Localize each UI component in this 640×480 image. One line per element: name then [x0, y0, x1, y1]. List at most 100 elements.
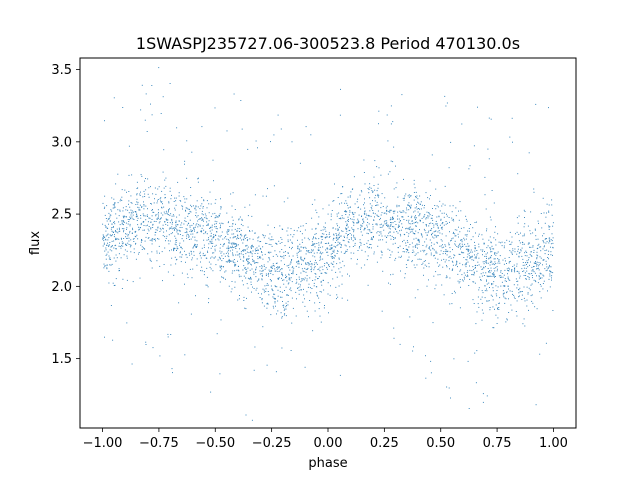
data-point	[491, 295, 493, 297]
data-point	[232, 237, 234, 239]
data-point	[364, 228, 366, 230]
data-point	[513, 284, 515, 286]
data-point	[118, 215, 120, 217]
data-point	[484, 290, 486, 292]
data-point	[376, 224, 378, 226]
data-point	[523, 243, 525, 245]
data-point	[267, 273, 269, 275]
data-point	[371, 205, 373, 207]
data-point	[311, 217, 313, 219]
data-point	[152, 347, 154, 349]
data-point	[246, 244, 248, 246]
data-point	[374, 197, 376, 199]
data-point	[211, 229, 213, 231]
data-point	[330, 253, 332, 255]
data-point	[323, 226, 325, 228]
data-point	[530, 251, 532, 253]
data-point	[202, 254, 204, 256]
data-point	[394, 259, 396, 261]
data-point	[365, 213, 367, 215]
data-point	[346, 202, 348, 204]
data-point	[486, 279, 487, 281]
data-point	[170, 233, 172, 235]
data-point	[243, 296, 245, 298]
data-point	[205, 231, 207, 233]
data-point	[520, 249, 522, 251]
data-point	[268, 243, 270, 245]
data-point	[134, 231, 136, 233]
data-point	[259, 257, 260, 259]
data-point	[254, 248, 256, 250]
data-point	[112, 339, 114, 341]
data-point	[510, 243, 512, 245]
data-point	[369, 230, 371, 232]
data-point	[432, 208, 433, 209]
data-point	[118, 238, 120, 240]
data-point	[339, 374, 341, 376]
data-point	[186, 177, 188, 179]
data-point	[411, 220, 413, 222]
data-point	[227, 248, 229, 250]
data-point	[388, 282, 389, 284]
data-point	[295, 291, 297, 293]
data-point	[227, 251, 229, 253]
data-point	[436, 241, 438, 243]
data-point	[337, 197, 339, 198]
data-point	[382, 225, 384, 227]
data-point	[217, 216, 219, 218]
data-point	[387, 248, 389, 250]
data-point	[115, 248, 117, 250]
data-point	[246, 258, 248, 260]
data-point	[381, 251, 383, 253]
data-point	[110, 258, 111, 260]
data-point	[105, 254, 107, 256]
data-point	[200, 230, 202, 232]
data-point	[235, 254, 237, 256]
data-point	[425, 232, 427, 234]
data-point	[489, 236, 491, 238]
data-point	[379, 231, 381, 233]
data-point	[441, 240, 443, 242]
data-point	[424, 214, 426, 216]
data-point	[414, 210, 416, 212]
data-point	[536, 275, 537, 277]
data-point	[314, 256, 316, 258]
data-point	[454, 255, 456, 257]
data-point	[173, 250, 175, 252]
data-point	[174, 243, 176, 245]
data-point	[150, 260, 152, 262]
data-point	[247, 267, 249, 269]
data-point	[123, 238, 125, 239]
data-point	[432, 322, 434, 324]
data-point	[113, 236, 115, 238]
data-point	[516, 270, 518, 272]
data-point	[175, 200, 177, 202]
data-point	[367, 255, 369, 257]
data-point	[223, 253, 225, 255]
data-point	[170, 334, 172, 335]
data-point	[492, 283, 494, 285]
data-point	[443, 294, 445, 296]
data-point	[263, 266, 265, 267]
data-point	[538, 269, 540, 271]
data-point	[481, 269, 483, 270]
data-point	[433, 254, 435, 256]
data-point	[551, 214, 553, 216]
data-point	[495, 239, 497, 241]
data-point	[220, 206, 222, 208]
data-point	[251, 253, 253, 255]
data-point	[381, 310, 383, 312]
data-point	[171, 194, 172, 196]
data-point	[516, 300, 518, 302]
data-point	[168, 234, 170, 236]
data-point	[219, 236, 221, 238]
data-point	[443, 258, 445, 260]
data-point	[473, 303, 475, 304]
data-point	[162, 203, 163, 205]
data-point	[122, 107, 124, 108]
data-point	[380, 223, 382, 225]
data-point	[377, 231, 379, 232]
data-point	[190, 229, 192, 231]
data-point	[425, 218, 427, 220]
data-point	[126, 250, 128, 252]
